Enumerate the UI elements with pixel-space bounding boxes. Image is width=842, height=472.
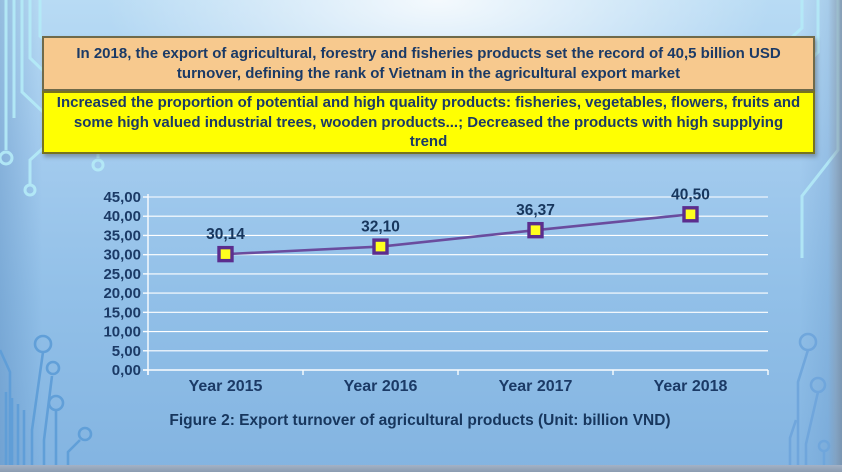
y-axis-tick-label: 45,00: [103, 189, 141, 206]
data-point-label: 32,10: [361, 219, 400, 236]
y-axis-tick-label: 10,00: [103, 324, 141, 341]
highlight-box-export-record: In 2018, the export of agricultural, for…: [42, 36, 815, 91]
x-axis-category-label: Year 2016: [344, 378, 418, 395]
right-edge-strip: [828, 0, 842, 472]
y-axis-tick-label: 30,00: [103, 247, 141, 264]
y-axis-tick-label: 15,00: [103, 304, 141, 321]
data-point-marker: [372, 238, 389, 255]
highlight-box-export-record-text: In 2018, the export of agricultural, for…: [76, 44, 781, 82]
highlight-box-product-structure-text: Increased the proportion of potential an…: [56, 93, 801, 151]
x-axis-category-label: Year 2015: [189, 378, 263, 395]
y-axis-tick-label: 5,00: [112, 343, 141, 360]
y-axis-tick-label: 20,00: [103, 285, 141, 302]
data-point-label: 36,37: [516, 202, 555, 219]
circuit-trace-bottom-right: [788, 332, 831, 472]
data-point-label: 30,14: [206, 226, 245, 243]
circuit-trace-bottom-left: [0, 334, 93, 472]
y-axis-tick-label: 0,00: [112, 362, 141, 379]
data-point-marker: [527, 221, 544, 239]
highlight-box-product-structure: Increased the proportion of potential an…: [42, 91, 815, 154]
y-axis-tick-label: 25,00: [103, 266, 141, 283]
figure-caption: Figure 2: Export turnover of agricultura…: [169, 412, 671, 429]
data-point-marker: [217, 245, 234, 263]
data-point-label: 40,50: [671, 186, 710, 203]
bottom-edge-strip: [0, 465, 842, 472]
y-axis-tick-label: 35,00: [103, 227, 141, 244]
data-point-marker: [682, 206, 699, 223]
data-series-line: [225, 213, 691, 256]
y-axis-tick-label: 40,00: [103, 208, 141, 225]
x-axis-category-label: Year 2017: [499, 378, 573, 395]
x-axis-category-label: Year 2018: [654, 378, 728, 395]
